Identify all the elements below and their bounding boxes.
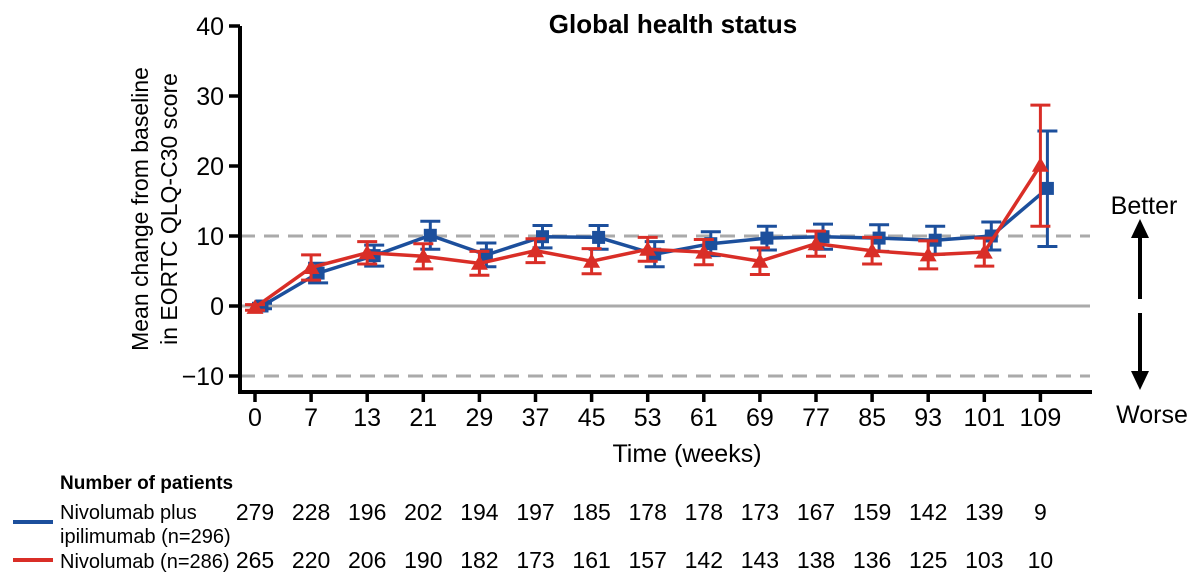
data-point-marker-triangle bbox=[470, 255, 488, 270]
x-tick-label: 21 bbox=[409, 404, 437, 432]
data-point-marker-triangle bbox=[695, 244, 713, 259]
data-point-marker-triangle bbox=[863, 242, 881, 258]
x-tick-label: 37 bbox=[522, 404, 550, 432]
x-tick-label: 77 bbox=[802, 404, 830, 432]
data-point-marker-triangle bbox=[302, 259, 320, 274]
patient-count: 190 bbox=[404, 547, 442, 573]
legend-label-nivolumab: Nivolumab (n=286) bbox=[60, 551, 230, 573]
patient-count: 173 bbox=[741, 499, 779, 525]
patient-count: 159 bbox=[853, 499, 891, 525]
data-point-marker-square bbox=[423, 228, 437, 242]
data-point-marker-square bbox=[592, 230, 606, 244]
x-tick-label: 85 bbox=[858, 404, 886, 432]
data-point-marker-triangle bbox=[807, 235, 825, 251]
data-point-marker-triangle bbox=[414, 248, 432, 263]
x-tick-label: 69 bbox=[746, 404, 774, 432]
y-axis-label-line2: in EORTC QLQ-C30 score bbox=[156, 73, 182, 345]
data-point-marker-triangle bbox=[975, 244, 993, 259]
patient-count: 9 bbox=[1034, 499, 1047, 525]
patients-table-heading: Number of patients bbox=[60, 473, 233, 494]
patient-count: 138 bbox=[797, 547, 835, 573]
data-point-marker-triangle bbox=[1031, 157, 1049, 172]
x-tick-label: 53 bbox=[634, 404, 662, 432]
worse-down-arrow-icon bbox=[1131, 313, 1149, 390]
better-label: Better bbox=[1111, 192, 1178, 220]
patient-count: 143 bbox=[741, 547, 779, 573]
x-tick-label: 29 bbox=[465, 404, 493, 432]
series-nivolumab bbox=[245, 103, 1051, 314]
x-axis-label: Time (weeks) bbox=[612, 440, 761, 468]
patient-count: 206 bbox=[348, 547, 386, 573]
patient-count: 136 bbox=[853, 547, 891, 573]
data-point-marker-triangle bbox=[919, 246, 937, 262]
data-point-marker-triangle bbox=[246, 299, 264, 314]
patient-count: 167 bbox=[797, 499, 835, 525]
patient-count: 173 bbox=[516, 547, 554, 573]
y-tick-label: 30 bbox=[196, 83, 224, 111]
patient-count: 142 bbox=[685, 547, 723, 573]
x-tick-label: 45 bbox=[578, 404, 606, 432]
patient-count: 197 bbox=[516, 499, 554, 525]
patient-count: 157 bbox=[629, 547, 667, 573]
patient-count: 202 bbox=[404, 499, 442, 525]
data-point-marker-square bbox=[816, 230, 830, 244]
patient-count: 178 bbox=[685, 499, 723, 525]
x-tick-label: 109 bbox=[1020, 404, 1062, 432]
patient-count: 139 bbox=[965, 499, 1003, 525]
x-tick-label: 101 bbox=[963, 404, 1005, 432]
chart-title: Global health status bbox=[549, 9, 798, 39]
legend-label-nivolumab-plus-ipilimumab-line1: Nivolumab plus bbox=[60, 502, 197, 524]
x-tick-label: 7 bbox=[304, 404, 318, 432]
x-tick-label: 61 bbox=[690, 404, 718, 432]
data-point-marker-triangle bbox=[583, 253, 601, 268]
y-tick-label: −10 bbox=[182, 363, 224, 391]
patient-count: 103 bbox=[965, 547, 1003, 573]
data-point-marker-triangle bbox=[358, 244, 376, 260]
patient-count: 279 bbox=[236, 499, 274, 525]
x-tick-label: 0 bbox=[248, 404, 262, 432]
data-point-marker-square bbox=[536, 230, 549, 244]
patient-count: 185 bbox=[572, 499, 610, 525]
patient-count: 194 bbox=[460, 499, 499, 525]
patient-count: 220 bbox=[292, 547, 330, 573]
patient-count: 161 bbox=[572, 547, 610, 573]
series-nivolumab-plus-ipilimumab bbox=[252, 129, 1058, 313]
data-point-marker-triangle bbox=[751, 253, 769, 268]
y-tick-label: 20 bbox=[196, 153, 224, 181]
patient-count: 182 bbox=[460, 547, 498, 573]
y-tick-label: 0 bbox=[210, 293, 224, 321]
x-tick-label: 13 bbox=[353, 404, 381, 432]
data-point-marker-triangle bbox=[527, 242, 544, 258]
x-tick-label: 93 bbox=[914, 404, 942, 432]
y-tick-label: 10 bbox=[196, 223, 224, 251]
patient-count: 178 bbox=[629, 499, 667, 525]
worse-label: Worse bbox=[1116, 401, 1188, 429]
data-point-marker-square bbox=[760, 231, 774, 245]
data-point-marker-square bbox=[1040, 181, 1054, 195]
y-axis-label-line1: Mean change from baseline bbox=[127, 67, 153, 351]
y-tick-label: 40 bbox=[196, 13, 224, 41]
legend-label-nivolumab-plus-ipilimumab-line2: ipilimumab (n=296) bbox=[60, 526, 231, 548]
patient-count: 142 bbox=[909, 499, 947, 525]
patient-count: 125 bbox=[909, 547, 947, 573]
patient-count: 228 bbox=[292, 499, 330, 525]
better-up-arrow-icon bbox=[1131, 219, 1149, 299]
chart-dynamic-layer: −10 0 10 20 30 40 0 7 13 21 29 37 45 53 61 69 77 85 93 101 1… bbox=[182, 13, 1092, 573]
data-point-marker-triangle bbox=[639, 241, 657, 256]
patient-count: 196 bbox=[348, 499, 386, 525]
patient-count: 10 bbox=[1028, 547, 1054, 573]
patient-count: 265 bbox=[236, 547, 274, 573]
